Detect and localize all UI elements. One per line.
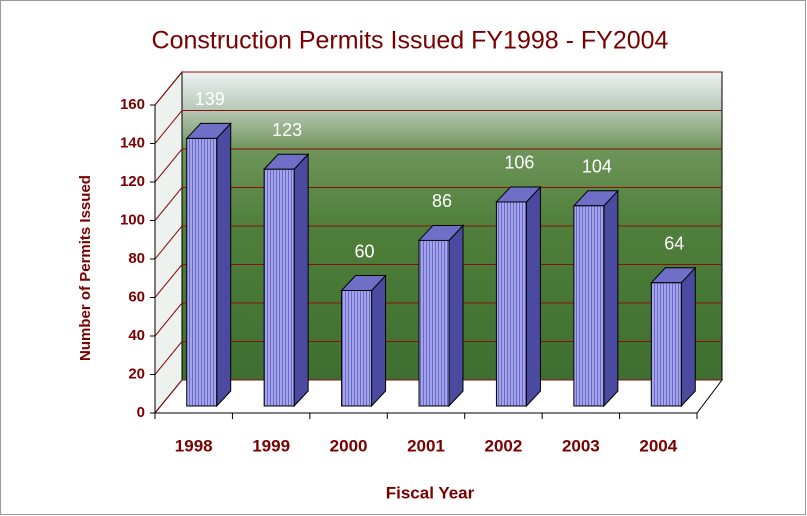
y-tick-label: 100 <box>120 211 145 228</box>
bar-side <box>604 191 618 406</box>
x-tick-label: 1998 <box>175 436 213 455</box>
y-tick-label: 80 <box>128 250 145 267</box>
y-tick-label: 140 <box>120 134 145 151</box>
x-tick-label: 2003 <box>562 436 600 455</box>
bar <box>496 202 526 406</box>
chart: Construction Permits Issued FY1998 - FY2… <box>0 0 807 516</box>
x-tick-label: 2002 <box>485 436 523 455</box>
x-axis-label: Fiscal Year <box>386 483 475 502</box>
y-tick-label: 60 <box>128 288 145 305</box>
x-tick-label: 2000 <box>330 436 368 455</box>
x-tick-label: 2001 <box>407 436 445 455</box>
bar <box>419 240 449 406</box>
y-axis-label: Number of Permits Issued <box>77 175 94 361</box>
bar-side <box>526 187 540 406</box>
value-label: 106 <box>504 153 534 173</box>
x-tick-label: 2004 <box>639 436 677 455</box>
y-tick-label: 20 <box>128 365 145 382</box>
value-label: 64 <box>664 234 684 254</box>
x-tick-label: 1999 <box>252 436 290 455</box>
bar <box>187 138 217 406</box>
bar-side <box>372 276 386 407</box>
y-tick-label: 120 <box>120 173 145 190</box>
bar-side <box>449 225 463 406</box>
bar-side <box>217 123 231 406</box>
bar <box>264 169 294 406</box>
bar-side <box>294 154 308 406</box>
value-label: 123 <box>272 120 302 140</box>
bar <box>574 206 604 406</box>
y-tick-label: 40 <box>128 327 145 344</box>
value-label: 60 <box>355 241 375 261</box>
value-label: 104 <box>582 157 612 177</box>
value-label: 86 <box>432 191 452 211</box>
bar <box>342 291 372 407</box>
chart-title: Construction Permits Issued FY1998 - FY2… <box>152 27 669 55</box>
y-tick-label: 160 <box>120 96 145 113</box>
bar <box>651 283 681 406</box>
bar-side <box>681 268 695 406</box>
value-label: 139 <box>195 89 225 109</box>
y-tick-label: 0 <box>137 404 145 421</box>
